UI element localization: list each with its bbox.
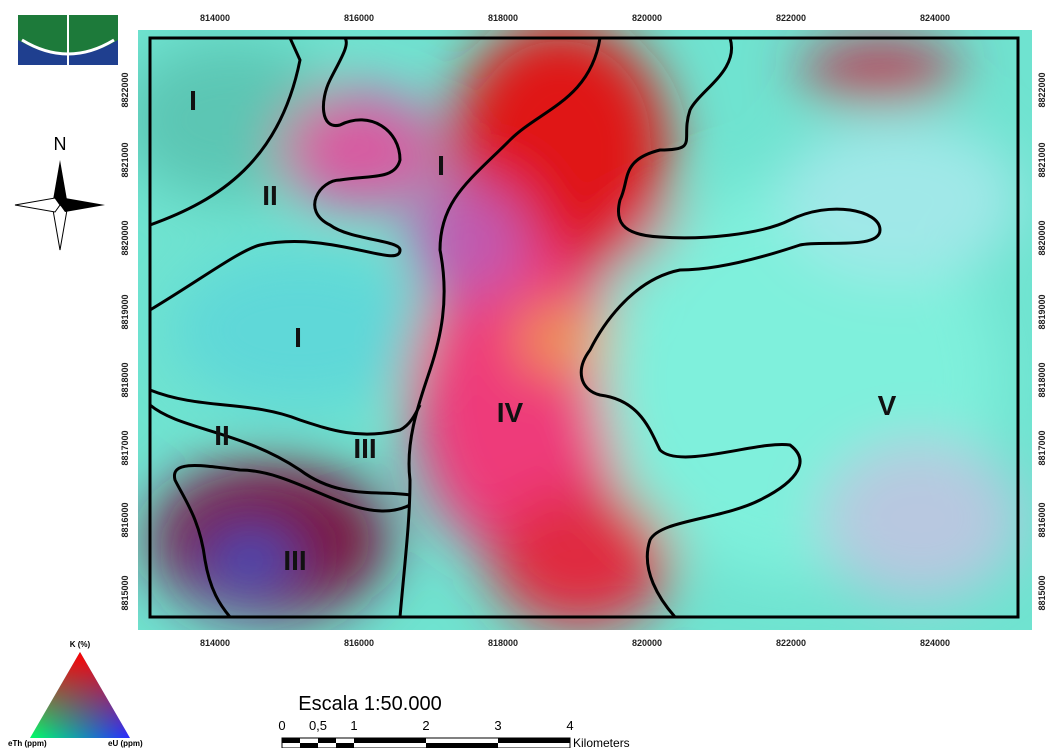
region-label: III	[283, 545, 306, 576]
y-coord-left: 8820000	[120, 220, 130, 255]
legend-k: K (%)	[70, 640, 91, 649]
y-coord-right: 8819000	[1037, 294, 1047, 329]
y-coord-left: 8819000	[120, 294, 130, 329]
y-coord-left: 8817000	[120, 430, 130, 465]
region-label: III	[353, 433, 376, 464]
scale-tick-label: 3	[494, 718, 501, 733]
scale-tick-label: 0	[278, 718, 285, 733]
y-coord-left: 8816000	[120, 502, 130, 537]
y-coord-right: 8815000	[1037, 575, 1047, 610]
ternary-legend: K (%) eTh (ppm) eU (ppm)	[8, 640, 143, 748]
region-label: I	[437, 150, 445, 181]
scale-tick-label: 0,5	[309, 718, 327, 733]
x-coord-bottom: 814000	[200, 638, 230, 648]
region-label: I	[189, 85, 197, 116]
y-coord-right: 8820000	[1037, 220, 1047, 255]
north-arrow: N	[15, 134, 105, 250]
x-coord-top: 822000	[776, 13, 806, 23]
x-coord-bottom: 816000	[344, 638, 374, 648]
y-coord-left: 8821000	[120, 142, 130, 177]
ternary-raster	[120, 20, 1032, 630]
legend-eth: eTh (ppm)	[8, 739, 47, 748]
scale-bar: Escala 1:50.000 Kilometers 0 0,5 1 2 3 4	[278, 693, 629, 748]
x-coord-top: 820000	[632, 13, 662, 23]
scale-tick-label: 1	[350, 718, 357, 733]
region-label: II	[262, 180, 278, 211]
x-coord-top: 818000	[488, 13, 518, 23]
y-coord-right: 8821000	[1037, 142, 1047, 177]
scale-title: Escala 1:50.000	[298, 693, 441, 715]
scale-tick-label: 2	[422, 718, 429, 733]
north-label: N	[54, 134, 67, 154]
scale-tick-label: 4	[566, 718, 573, 733]
x-coord-top: 824000	[920, 13, 950, 23]
x-coord-top: 814000	[200, 13, 230, 23]
region-label: I	[294, 322, 302, 353]
y-coord-right: 8817000	[1037, 430, 1047, 465]
y-coord-right: 8818000	[1037, 362, 1047, 397]
y-coord-left: 8818000	[120, 362, 130, 397]
x-coord-top: 816000	[344, 13, 374, 23]
y-coord-right: 8822000	[1037, 72, 1047, 107]
scale-unit: Kilometers	[573, 736, 630, 748]
region-label: V	[878, 390, 897, 421]
x-coord-bottom: 820000	[632, 638, 662, 648]
region-label: IV	[497, 397, 524, 428]
y-coord-left: 8822000	[120, 72, 130, 107]
y-coord-left: 8815000	[120, 575, 130, 610]
x-coord-bottom: 822000	[776, 638, 806, 648]
region-label: II	[214, 420, 230, 451]
logo	[18, 15, 118, 65]
x-coord-bottom: 818000	[488, 638, 518, 648]
legend-eu: eU (ppm)	[108, 739, 143, 748]
map-figure: IIIIIIIIIIIIIIVV 81400081400081600081600…	[0, 0, 1049, 748]
page: {"map": { "x_labels": ["814000", "816000…	[0, 0, 1049, 748]
y-coord-right: 8816000	[1037, 502, 1047, 537]
x-coord-bottom: 824000	[920, 638, 950, 648]
